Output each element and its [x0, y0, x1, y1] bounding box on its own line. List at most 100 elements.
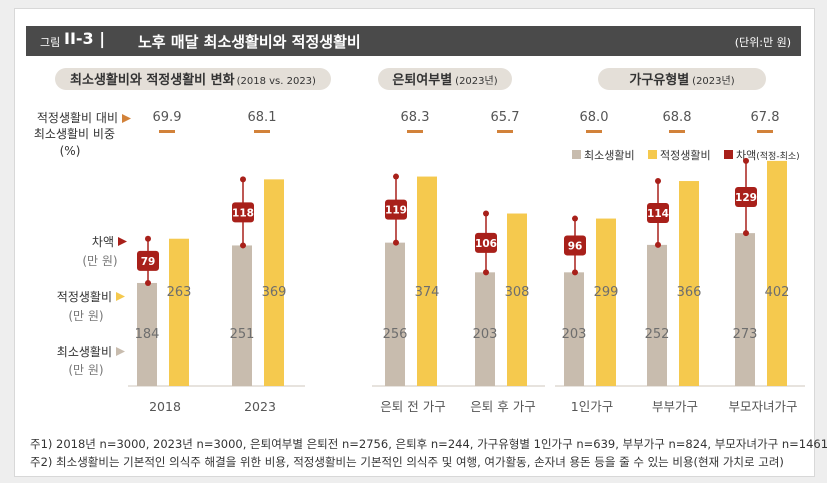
minimum-arrow-icon — [116, 347, 125, 356]
bar-minimum-2 — [385, 242, 405, 386]
label-minimum-3: 203 — [473, 327, 498, 342]
gap-dot-top-4 — [572, 215, 578, 222]
minimum-unit-label: (만 원) — [68, 363, 103, 377]
gap-dot-bottom-0 — [145, 279, 151, 286]
ratio-dash-4 — [586, 130, 602, 133]
ratio-label-3: (%) — [60, 144, 81, 158]
gap-dot-bottom-1 — [240, 242, 246, 249]
gap-dot-bottom-5 — [655, 241, 661, 248]
gap-dot-bottom-6 — [743, 230, 749, 237]
gap-dot-bottom-2 — [393, 239, 399, 246]
ratio-arrow-icon — [122, 114, 131, 123]
gap-dot-top-5 — [655, 178, 661, 185]
gap-badge-6 — [735, 187, 757, 207]
category-label-0: 2018 — [149, 399, 181, 414]
section-2-sub: (2023년) — [455, 75, 498, 87]
bar-adequate-6 — [767, 160, 787, 386]
ratio-dash-3 — [497, 130, 513, 133]
section-1-main: 최소생활비와 적정생활비 변화 — [70, 72, 235, 88]
legend-swatch-minimum — [572, 150, 581, 159]
gap-badge-0 — [137, 250, 159, 271]
ratio-dash-0 — [159, 130, 175, 133]
label-adequate-2: 374 — [415, 285, 440, 300]
figure-prefix: 그림 — [40, 36, 61, 49]
gap-dot-bottom-3 — [483, 269, 489, 276]
category-label-1: 2023 — [244, 399, 276, 414]
figure-title: 노후 매달 최소생활비와 적정생활비 — [138, 33, 361, 51]
category-label-2: 은퇴 전 가구 — [380, 399, 445, 414]
title-bar: 그림 II-3 | 노후 매달 최소생활비와 적정생활비 (단위:만 원) — [26, 26, 801, 56]
gap-dot-top-2 — [393, 173, 399, 180]
legend-swatch-gap — [724, 150, 733, 159]
bar-adequate-3 — [507, 213, 527, 386]
label-ratio-5: 68.8 — [663, 110, 692, 125]
adequate-label: 적정생활비 — [57, 290, 112, 304]
label-ratio-1: 68.1 — [248, 110, 277, 125]
bar-minimum-3 — [475, 272, 495, 386]
label-adequate-1: 369 — [262, 285, 287, 300]
label-minimum-2: 256 — [383, 327, 408, 342]
section-3-main: 가구유형별 — [629, 72, 689, 88]
label-gap-5: 114 — [647, 208, 669, 220]
legend-label-adequate: 적정생활비 — [660, 148, 711, 162]
label-adequate-0: 263 — [167, 285, 192, 300]
gap-label: 차액 — [92, 235, 114, 249]
section-title-1: 최소생활비와 적정생활비 변화 (2018 vs. 2023) — [70, 72, 316, 88]
label-gap-4: 96 — [568, 240, 583, 252]
label-minimum-4: 203 — [562, 327, 587, 342]
bar-minimum-6 — [735, 233, 755, 386]
minimum-label: 최소생활비 — [57, 345, 112, 359]
adequate-arrow-icon — [116, 292, 125, 301]
footnote-1: 주1) 2018년 n=3000, 2023년 n=3000, 은퇴여부별 은퇴… — [30, 437, 827, 451]
bar-minimum-5 — [647, 244, 667, 386]
legend-label-minimum: 최소생활비 — [584, 148, 635, 162]
footnote-2: 주2) 최소생활비는 기본적인 의식주 해결을 위한 비용, 적정생활비는 기본… — [30, 455, 784, 469]
label-minimum-0: 184 — [135, 327, 160, 342]
gap-badge-3 — [475, 232, 497, 253]
section-title-2: 은퇴여부별 (2023년) — [392, 72, 497, 88]
label-minimum-6: 273 — [733, 327, 758, 342]
gap-dot-top-1 — [240, 176, 246, 183]
bar-adequate-1 — [264, 179, 284, 386]
section-3-sub: (2023년) — [692, 75, 735, 87]
section-pill-3 — [598, 68, 766, 90]
label-ratio-4: 68.0 — [580, 110, 609, 125]
gap-badge-4 — [564, 235, 586, 256]
section-1-sub: (2018 vs. 2023) — [237, 76, 316, 87]
section-2-main: 은퇴여부별 — [392, 72, 452, 88]
gap-dot-top-3 — [483, 210, 489, 217]
label-adequate-4: 299 — [594, 285, 619, 300]
bar-minimum-1 — [232, 245, 252, 386]
bar-minimum-0 — [137, 282, 157, 386]
adequate-unit-label: (만 원) — [68, 309, 103, 323]
bar-adequate-4 — [596, 218, 616, 386]
section-title-3: 가구유형별 (2023년) — [629, 72, 734, 88]
gap-dot-top-6 — [743, 157, 749, 164]
label-adequate-3: 308 — [505, 285, 530, 300]
section-pill-2 — [378, 68, 512, 90]
label-minimum-5: 252 — [645, 327, 670, 342]
bar-minimum-4 — [564, 272, 584, 386]
label-adequate-6: 402 — [765, 285, 790, 300]
bar-adequate-5 — [679, 181, 699, 386]
legend-gap-main: 차액 — [736, 149, 756, 162]
gap-badge-2 — [385, 199, 407, 220]
gap-unit-label: (만 원) — [82, 254, 117, 268]
section-pill-1 — [55, 68, 331, 90]
gap-dot-bottom-4 — [572, 269, 578, 276]
label-gap-0: 79 — [141, 256, 156, 268]
category-label-5: 부부가구 — [652, 399, 698, 414]
ratio-dash-6 — [757, 130, 773, 133]
legend-gap-sub: (적정-최소) — [756, 150, 799, 162]
label-gap-6: 129 — [735, 192, 757, 204]
label-ratio-6: 67.8 — [751, 110, 780, 125]
ratio-dash-5 — [669, 130, 685, 133]
label-gap-2: 119 — [385, 205, 407, 217]
category-label-6: 부모자녀가구 — [728, 399, 797, 414]
ratio-label-2: 최소생활비 비중 — [34, 127, 115, 141]
legend-label-gap: 차액(적정-최소) — [736, 149, 800, 162]
label-ratio-3: 65.7 — [491, 110, 520, 125]
label-gap-1: 118 — [232, 207, 254, 219]
category-label-3: 은퇴 후 가구 — [470, 399, 535, 414]
